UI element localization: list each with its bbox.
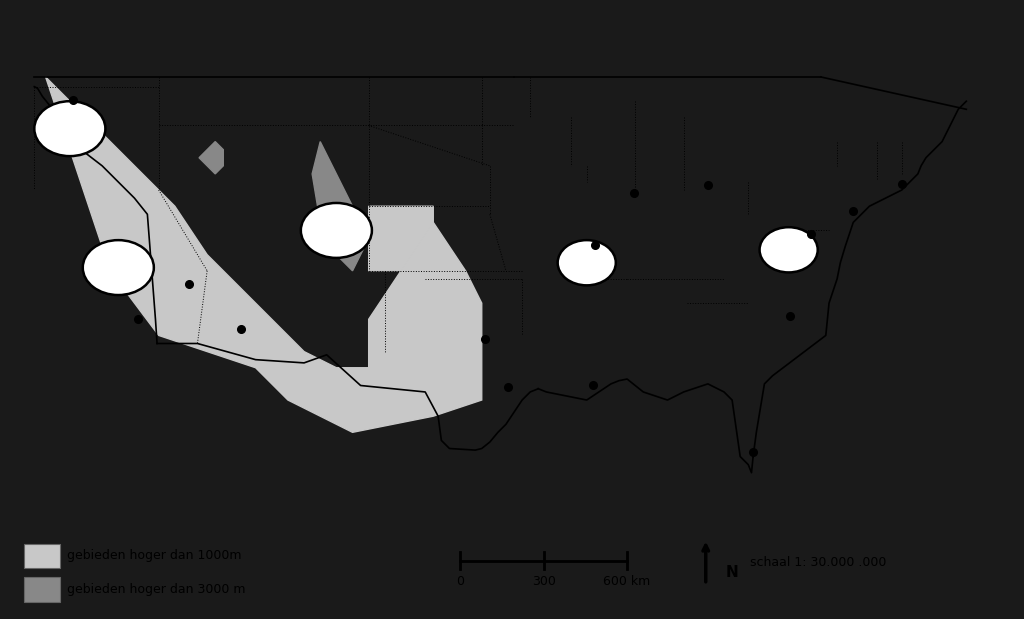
Text: 600 km: 600 km (603, 574, 650, 587)
Text: schaal 1: 30.000 .000: schaal 1: 30.000 .000 (750, 556, 887, 569)
Polygon shape (46, 77, 481, 432)
Ellipse shape (760, 227, 818, 272)
Ellipse shape (83, 240, 154, 295)
Bar (25, 543, 59, 568)
Polygon shape (199, 142, 223, 174)
Ellipse shape (558, 240, 615, 285)
Text: 300: 300 (531, 574, 555, 587)
Text: N: N (725, 565, 738, 580)
Bar (25, 578, 59, 602)
Polygon shape (312, 142, 369, 271)
Polygon shape (369, 206, 433, 271)
Ellipse shape (35, 102, 105, 156)
Text: gebieden hoger dan 1000m: gebieden hoger dan 1000m (68, 549, 242, 562)
Text: 0: 0 (456, 574, 464, 587)
Ellipse shape (301, 203, 372, 258)
Text: gebieden hoger dan 3000 m: gebieden hoger dan 3000 m (68, 583, 246, 596)
